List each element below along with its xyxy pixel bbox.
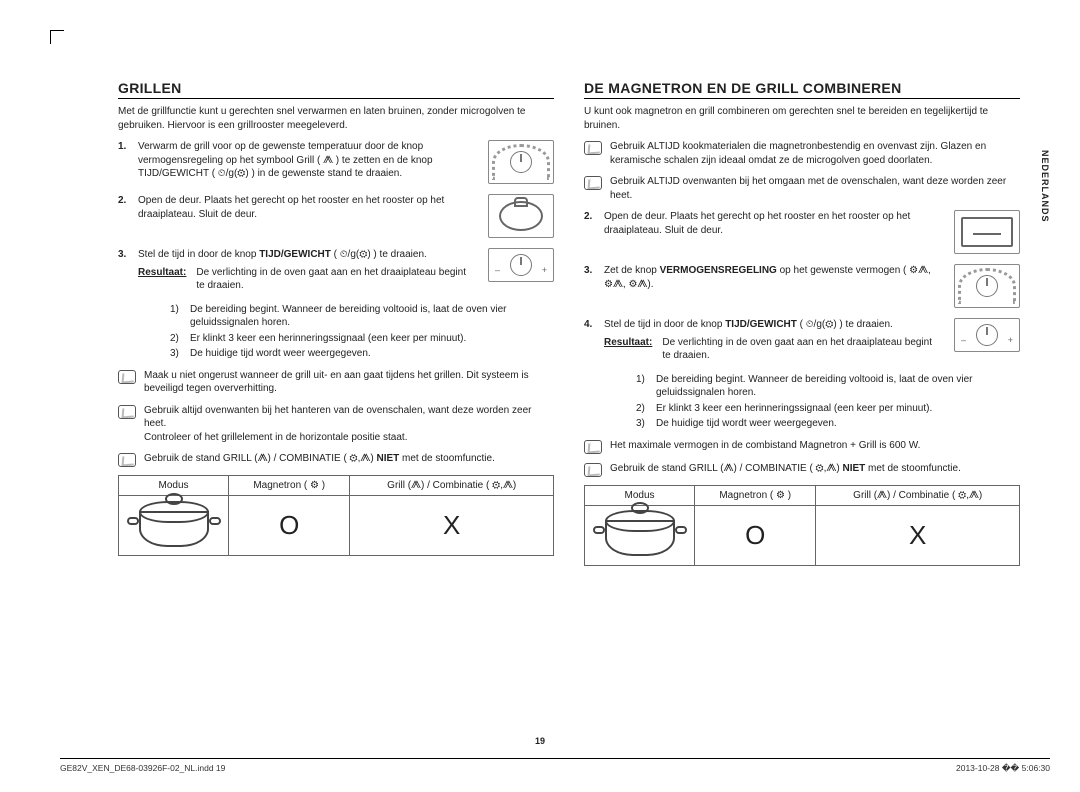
step-3-text: Zet de knop VERMOGENSREGELING op het gew… [604, 264, 942, 291]
combi-heading: DE MAGNETRON EN DE GRILL COMBINEREN [584, 80, 1020, 99]
grillen-intro: Met de grillfunctie kunt u gerechten sne… [118, 105, 554, 132]
pot-icon-cell [119, 496, 229, 556]
step-1-body: Verwarm de grill voor op de gewenste tem… [138, 141, 433, 179]
note-1: Maak u niet ongerust wanneer de grill ui… [118, 369, 554, 396]
language-tab: NEDERLANDS [1040, 150, 1050, 223]
step-2-text: Open de deur. Plaats het gerecht op het … [604, 210, 942, 237]
grillen-heading: GRILLEN [118, 80, 554, 99]
combi-intro: U kunt ook magnetron en grill combineren… [584, 105, 1020, 132]
step-number: 4. [584, 318, 598, 363]
power-dial-illustration [954, 264, 1020, 308]
resultaat-label: Resultaat: [138, 266, 186, 293]
step-1-text: Verwarm de grill voor op de gewenste tem… [138, 140, 476, 181]
compat-table-left: Modus Magnetron ( ⚙ ) Grill (⨇) / Combin… [118, 475, 554, 556]
step-number: 2. [118, 194, 132, 238]
warning-icon [584, 176, 602, 190]
th-grill: Grill (⨇) / Combinatie ( ⚙,⨇) [816, 485, 1020, 505]
step-2-text: Open de deur. Plaats het gerecht op het … [138, 194, 476, 221]
th-magnetron: Magnetron ( ⚙ ) [229, 476, 350, 496]
cell-no: X [816, 505, 1020, 565]
turntable-illustration [488, 194, 554, 238]
step-3-text: Stel de tijd in door de knop TIJD/GEWICH… [138, 248, 476, 293]
note-icon [118, 370, 136, 384]
oven-illustration [954, 210, 1020, 254]
cell-ok: O [695, 505, 816, 565]
th-grill: Grill (⨇) / Combinatie ( ⚙,⨇) [350, 476, 554, 496]
time-dial-illustration: –+ [954, 318, 1020, 352]
resultaat-text: De verlichting in de oven gaat aan en he… [196, 266, 476, 293]
note-2: Gebruik altijd ovenwanten bij het hanter… [118, 404, 554, 445]
grillen-steps: 1. Verwarm de grill voor op de gewenste … [118, 140, 554, 293]
warning-icon [584, 141, 602, 155]
note-3: Gebruik de stand GRILL (⨇) / COMBINATIE … [118, 452, 554, 467]
th-magnetron: Magnetron ( ⚙ ) [695, 485, 816, 505]
step-number: 3. [118, 248, 132, 293]
left-column: GRILLEN Met de grillfunctie kunt u gerec… [118, 80, 554, 566]
footer-date: 2013-10-28 �� 5:06:30 [956, 763, 1050, 774]
warning-icon [118, 453, 136, 467]
compat-table-right: Modus Magnetron ( ⚙ ) Grill (⨇) / Combin… [584, 485, 1020, 566]
time-dial-illustration: –+ [488, 248, 554, 282]
step-number: 3. [584, 264, 598, 308]
result-sublist: 1)De bereiding begint. Wanneer de bereid… [584, 373, 1020, 431]
cell-ok: O [229, 496, 350, 556]
note-icon [584, 440, 602, 454]
footer-file: GE82V_XEN_DE68-03926F-02_NL.indd 19 [60, 763, 225, 774]
step-number: 2. [584, 210, 598, 254]
note-materials: Gebruik ALTIJD kookmaterialen die magnet… [584, 140, 1020, 167]
resultaat-text: De verlichting in de oven gaat aan en he… [662, 336, 942, 363]
two-column-layout: GRILLEN Met de grillfunctie kunt u gerec… [118, 80, 1020, 566]
note-max-power: Het maximale vermogen in de combistand M… [584, 439, 1020, 454]
power-dial-illustration [488, 140, 554, 184]
step-number: 1. [118, 140, 132, 184]
result-sublist: 1)De bereiding begint. Wanneer de bereid… [118, 303, 554, 361]
page-number: 19 [535, 736, 545, 746]
footer: GE82V_XEN_DE68-03926F-02_NL.indd 19 2013… [60, 758, 1050, 774]
warning-icon [584, 463, 602, 477]
resultaat-label: Resultaat: [604, 336, 652, 363]
note-niet: Gebruik de stand GRILL (⨇) / COMBINATIE … [584, 462, 1020, 477]
note-mitts: Gebruik ALTIJD ovenwanten bij het omgaan… [584, 175, 1020, 202]
crop-mark [50, 30, 64, 44]
step-4-text: Stel de tijd in door de knop TIJD/GEWICH… [604, 318, 942, 363]
pot-icon-cell [585, 505, 695, 565]
cell-no: X [350, 496, 554, 556]
combi-steps: 2. Open de deur. Plaats het gerecht op h… [584, 210, 1020, 363]
warning-icon [118, 405, 136, 419]
right-column: DE MAGNETRON EN DE GRILL COMBINEREN U ku… [584, 80, 1020, 566]
